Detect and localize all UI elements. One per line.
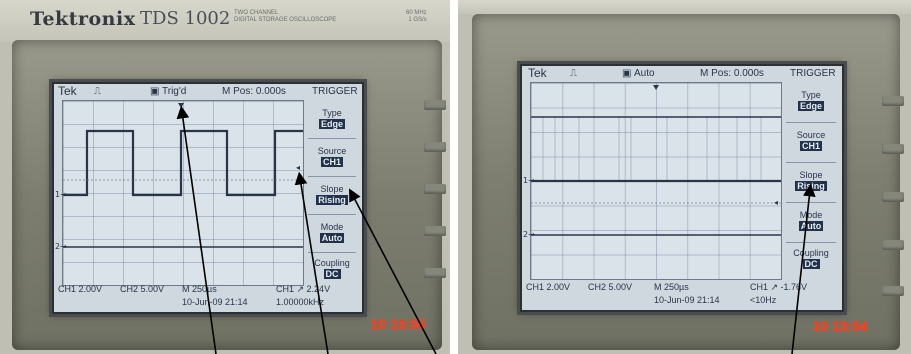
trigger-position-marker <box>178 103 184 108</box>
ch1-waveform <box>63 129 303 197</box>
menu-button-3[interactable] <box>882 192 904 202</box>
menu-button-3[interactable] <box>424 184 446 194</box>
trigger-status-icon: ▣ <box>622 68 632 79</box>
waveform-grid <box>530 82 782 280</box>
timebase-readout: M 250µs <box>182 284 217 294</box>
readout-bar: CH1 2.00V CH2 5.00V M 250µs CH1 ↗ 2.24V … <box>54 282 362 312</box>
status-bar: Tek ⎍ ▣ Trig'd M Pos: 0.000s TRIGGER <box>54 84 362 100</box>
menu-slope[interactable]: Slope Rising <box>795 170 827 191</box>
menu-title: TRIGGER <box>790 68 836 79</box>
frequency-readout: <10Hz <box>750 295 777 305</box>
oscilloscope-screen: Tek ⎍ ▣ Auto M Pos: 0.000s TRIGGER <box>520 64 844 312</box>
trigger-status: Trig'd <box>162 86 187 97</box>
menu-button-4[interactable] <box>882 240 904 250</box>
trigger-status-icon: ▣ <box>150 86 160 97</box>
menu-button-4[interactable] <box>424 226 446 236</box>
ch1-scale: CH1 2.00V <box>526 282 571 292</box>
menu-source[interactable]: Source CH1 <box>796 130 826 151</box>
menu-button-5[interactable] <box>424 268 446 278</box>
ch1-marker: 1→ <box>523 176 535 185</box>
camera-date-stamp: 10 13:54 <box>812 318 868 334</box>
menu-button-2[interactable] <box>882 144 904 154</box>
waveform-traces <box>531 85 781 236</box>
trigger-level-readout: CH1 ↗ 2.24V <box>276 284 331 294</box>
ch2-marker: 2→ <box>55 242 67 251</box>
tek-label: Tek <box>528 66 547 80</box>
oscilloscope-screen: Tek ⎍ ▣ Trig'd M Pos: 0.000s TRIGGER 1→ … <box>52 82 364 314</box>
date-time-readout: 10-Jun-09 21:14 <box>654 295 720 305</box>
menu-mode[interactable]: Mode Auto <box>319 222 345 243</box>
menu-coupling[interactable]: Coupling DC <box>793 248 829 269</box>
menu-type[interactable]: Type Edge <box>797 90 824 111</box>
menu-title: TRIGGER <box>312 86 358 97</box>
run-icon: ⎍ <box>94 86 101 97</box>
trigger-position-marker <box>653 85 659 90</box>
run-icon: ⎍ <box>570 68 577 79</box>
menu-button-5[interactable] <box>882 286 904 296</box>
readout-bar: CH1 2.00V CH2 5.00V M 250µs CH1 ↗ -1.76V… <box>522 280 842 310</box>
brand-panel <box>0 0 450 42</box>
menu-coupling[interactable]: Coupling DC <box>314 258 350 279</box>
waveform-grid <box>62 100 304 286</box>
status-bar: Tek ⎍ ▣ Auto M Pos: 0.000s TRIGGER <box>522 66 842 82</box>
waveform-traces <box>63 103 303 248</box>
m-pos-readout: M Pos: 0.000s <box>222 86 286 97</box>
camera-date-stamp: 10 13:55 <box>370 316 426 332</box>
right-oscilloscope-photo: Tek ⎍ ▣ Auto M Pos: 0.000s TRIGGER <box>458 0 911 354</box>
trigger-menu: Type Edge Source CH1 Slope Rising Mode A… <box>782 82 840 278</box>
ch1-marker: 1→ <box>55 190 67 199</box>
trigger-menu: Type Edge Source CH1 Slope Rising Mode A… <box>304 100 360 284</box>
tek-label: Tek <box>58 84 77 98</box>
timebase-readout: M 250µs <box>654 282 689 292</box>
spec-label: 60 MHz 1 GS/s <box>406 10 427 23</box>
trigger-level-readout: CH1 ↗ -1.76V <box>750 282 808 292</box>
brand-panel <box>458 0 911 14</box>
menu-type[interactable]: Type Edge <box>318 108 345 129</box>
ch1-scale: CH1 2.00V <box>58 284 103 294</box>
trigger-level-marker: ◂ <box>774 198 779 207</box>
menu-mode[interactable]: Mode Auto <box>798 210 824 231</box>
brand-logo: Tektronix <box>30 8 136 30</box>
frequency-readout: 1.00000kHz <box>276 297 325 307</box>
left-oscilloscope-photo: Tektronix TDS 1002 TWO CHANNEL DIGITAL S… <box>0 0 450 354</box>
ch2-marker: 2→ <box>523 230 535 239</box>
ch2-scale: CH2 5.00V <box>588 282 633 292</box>
menu-button-1[interactable] <box>882 96 904 106</box>
date-time-readout: 10-Jun-09 21:14 <box>182 297 248 307</box>
trigger-level-marker: ◂ <box>296 163 301 172</box>
menu-button-2[interactable] <box>424 142 446 152</box>
menu-slope[interactable]: Slope Rising <box>316 184 348 205</box>
m-pos-readout: M Pos: 0.000s <box>700 68 764 79</box>
menu-source[interactable]: Source CH1 <box>317 146 347 167</box>
model-label: TDS 1002 <box>140 8 231 29</box>
menu-button-1[interactable] <box>424 100 446 110</box>
ch2-scale: CH2 5.00V <box>120 284 165 294</box>
ghost-edges <box>542 117 762 181</box>
model-description: TWO CHANNEL DIGITAL STORAGE OSCILLOSCOPE <box>234 10 337 23</box>
trigger-status: Auto <box>634 68 655 79</box>
